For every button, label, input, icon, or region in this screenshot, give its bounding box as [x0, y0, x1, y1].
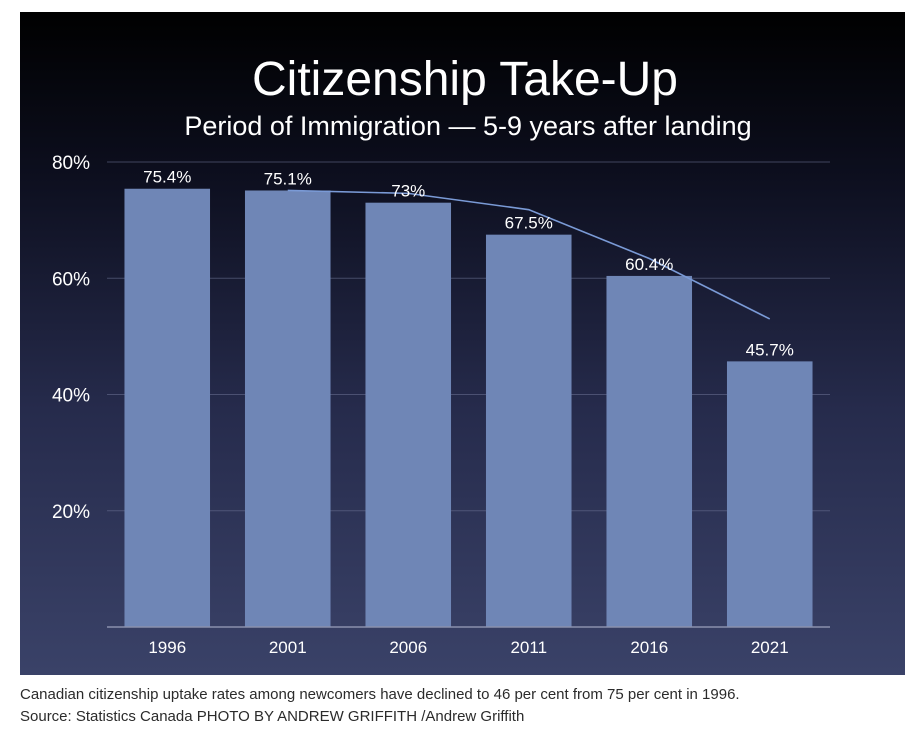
bar-1996: [124, 188, 211, 628]
trendline-group: [287, 189, 771, 320]
x-tick-label: 1996: [148, 638, 186, 657]
bar-2011: [485, 234, 572, 627]
x-axis-ticks: 1996 2001 2006 2011 2016 2021: [148, 638, 788, 657]
data-label: 67.5%: [505, 214, 553, 233]
caption-line-1: Canadian citizenship uptake rates among …: [20, 686, 740, 703]
x-tick-label: 2016: [630, 638, 668, 657]
chart-subtitle: Period of Immigration — 5-9 years after …: [184, 111, 751, 141]
caption-line-2: Source: Statistics Canada PHOTO BY ANDRE…: [20, 708, 525, 725]
bar-2006: [365, 202, 452, 627]
bar-2001: [244, 190, 331, 627]
x-tick-label: 2021: [751, 638, 789, 657]
bar-2021: [726, 361, 813, 627]
data-label: 73%: [391, 182, 425, 201]
data-label: 60.4%: [625, 255, 673, 274]
x-tick-label: 2011: [510, 638, 547, 657]
data-labels: 75.4% 75.1% 73% 67.5% 60.4% 45.7%: [143, 168, 794, 360]
gridlines: [107, 161, 830, 512]
data-label: 45.7%: [746, 340, 794, 359]
x-tick-label: 2001: [269, 638, 307, 657]
data-label: 75.1%: [264, 169, 312, 188]
image-caption: Canadian citizenship uptake rates among …: [20, 684, 905, 728]
x-tick-label: 2006: [389, 638, 427, 657]
chart-canvas: Citizenship Take-Up Period of Immigratio…: [52, 53, 830, 657]
y-tick-label: 20%: [52, 502, 90, 523]
chart-figure: Citizenship Take-Up Period of Immigratio…: [20, 12, 905, 675]
y-tick-label: 60%: [52, 269, 90, 290]
y-tick-label: 80%: [52, 153, 90, 174]
y-axis-ticks: 20% 40% 60% 80%: [52, 153, 90, 523]
data-label: 75.4%: [143, 168, 191, 187]
y-tick-label: 40%: [52, 386, 90, 407]
trendline: [287, 189, 771, 320]
bars: [124, 188, 813, 628]
bar-2016: [606, 275, 693, 627]
chart-title: Citizenship Take-Up: [252, 53, 678, 106]
